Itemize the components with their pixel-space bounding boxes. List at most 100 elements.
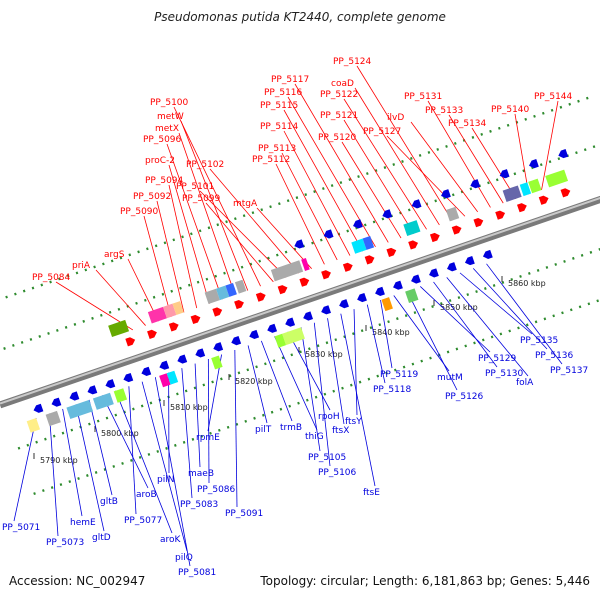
gene-label-forward: PP_5112 — [252, 155, 290, 165]
gene-block-forward — [519, 182, 532, 197]
gene-block-forward — [351, 238, 367, 254]
guide-dash — [84, 268, 88, 272]
guide-dash — [22, 289, 26, 293]
label-line-reverse — [380, 300, 393, 369]
guide-dash — [237, 371, 241, 375]
gene-arrow-reverse — [213, 342, 224, 352]
gene-block-forward — [502, 185, 522, 202]
guide-dash — [242, 214, 246, 218]
guide-dash — [527, 271, 531, 275]
gene-block-forward — [528, 178, 542, 194]
backbone-layer — [0, 195, 600, 409]
label-line-reverse — [340, 313, 376, 487]
gene-label-forward: PP_5124 — [333, 57, 372, 67]
gene-arrow-reverse-upper — [470, 179, 481, 189]
guide-dash — [176, 392, 179, 396]
guide-dash — [181, 235, 184, 239]
gene-label-reverse: PP_5135 — [520, 336, 558, 346]
guide-dash — [58, 277, 61, 281]
gene-arrow-forward — [212, 307, 223, 317]
label-line-forward — [427, 100, 491, 208]
gene-label-forward: PP_5090 — [120, 207, 159, 217]
guide-dash — [469, 187, 473, 191]
label-line-reverse — [141, 381, 188, 552]
guide-dash — [385, 371, 388, 375]
guide-dash — [132, 407, 135, 411]
guide-dash — [272, 359, 276, 363]
guide-dash — [330, 184, 334, 188]
guide-dash — [583, 148, 587, 152]
guide-dash — [492, 284, 496, 287]
gene-arrow-forward — [560, 188, 571, 198]
gene-label-reverse: PP_5083 — [180, 500, 218, 510]
guide-dash — [457, 296, 461, 300]
guide-dash — [126, 304, 130, 308]
backbone-highlight — [0, 197, 600, 405]
gene-label-forward: PP_5114 — [260, 122, 299, 132]
guide-dash — [86, 474, 89, 477]
gene-arrow-reverse-upper — [323, 229, 334, 239]
gene-arrow-forward — [342, 262, 353, 272]
gene-arrow-reverse — [141, 366, 152, 376]
gene-arrow-reverse — [33, 403, 44, 413]
gene-block-forward — [204, 288, 220, 305]
guide-dash — [508, 329, 512, 333]
gene-arrow-reverse — [339, 299, 349, 309]
gene-arrow-forward — [234, 299, 244, 310]
gene-block-reverse — [113, 388, 128, 403]
gene-label-reverse: PP_5091 — [225, 509, 263, 519]
gene-arrow-forward — [147, 329, 157, 339]
label-line-reverse — [459, 272, 533, 335]
guide-dash — [96, 419, 100, 423]
gene-arrow-forward — [386, 247, 397, 258]
gene-arrow-reverse — [357, 292, 367, 303]
guide-dash — [543, 317, 547, 321]
guide-dash — [121, 461, 124, 465]
guide-dash — [445, 144, 448, 148]
guide-dash — [349, 383, 353, 387]
gene-block-reverse — [66, 399, 94, 419]
gene-label-reverse: trmB — [280, 423, 302, 433]
guide-dash — [299, 350, 302, 354]
gene-label-reverse: PP_5077 — [124, 516, 162, 526]
label-line-reverse — [115, 390, 173, 534]
gene-arrow-reverse — [393, 280, 403, 290]
gene-arrow-reverse-upper — [353, 219, 363, 229]
gene-label-reverse: rpmE — [196, 433, 220, 443]
guide-dash — [52, 434, 56, 438]
gene-label-reverse: ftsE — [363, 488, 380, 498]
label-line-forward — [95, 269, 146, 326]
guide-dash — [68, 480, 72, 483]
gene-arrow-reverse — [231, 336, 242, 346]
guide-dash — [12, 344, 15, 347]
gene-block-reverse — [166, 370, 179, 385]
guide-dash — [357, 175, 360, 179]
guide-dash — [184, 389, 188, 393]
guide-dash — [147, 452, 151, 456]
label-line-forward — [343, 119, 415, 234]
guide-dash — [446, 350, 450, 354]
guide-dash — [198, 229, 202, 233]
guide-dash — [161, 292, 165, 296]
gene-label-forward: PP_5122 — [320, 90, 358, 100]
guide-dash — [128, 253, 132, 257]
guide-dash — [270, 410, 274, 414]
guide-dash — [434, 199, 438, 203]
label-line-forward — [541, 100, 559, 191]
guide-dash — [487, 181, 490, 185]
gene-arrow-reverse-upper — [529, 159, 539, 169]
label-line-forward — [168, 164, 210, 304]
guide-dash — [137, 250, 140, 254]
guide-dash — [94, 471, 98, 474]
guide-dash — [191, 437, 195, 441]
guide-dash — [411, 362, 415, 366]
guide-dash — [75, 271, 79, 275]
guide-dash — [451, 193, 455, 197]
feature-layer — [26, 149, 571, 433]
gene-arrow-reverse — [375, 286, 385, 296]
guide-dash — [173, 443, 177, 447]
guide-dash — [244, 419, 248, 423]
guide-dash — [319, 238, 323, 242]
